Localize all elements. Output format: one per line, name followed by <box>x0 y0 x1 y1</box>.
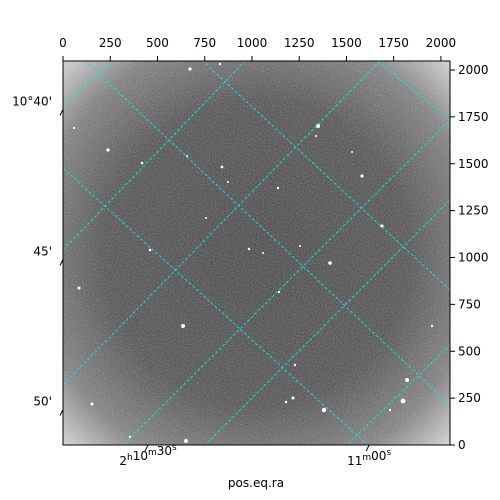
star-31 <box>72 126 76 130</box>
dec-axis: 10°40' 45' 50' <box>12 95 64 416</box>
image-panel <box>62 60 451 446</box>
right-tick-label-2: 500 <box>458 344 481 358</box>
star-13 <box>247 247 251 251</box>
top-tick-label-7: 1750 <box>378 36 409 50</box>
right-tick-label-1: 250 <box>458 391 481 405</box>
star-10 <box>205 217 207 219</box>
star-33 <box>351 151 353 153</box>
top-tick-label-5: 1250 <box>284 36 315 50</box>
star-15 <box>328 261 332 265</box>
star-28 <box>184 439 188 443</box>
top-tick-label-6: 1500 <box>331 36 362 50</box>
star-3 <box>106 148 110 152</box>
star-7 <box>186 155 188 157</box>
star-11 <box>380 224 384 228</box>
star-12 <box>148 248 152 252</box>
star-25 <box>90 402 94 406</box>
right-tick-label-3: 750 <box>458 297 481 311</box>
right-tick-label-7: 1750 <box>458 110 489 124</box>
ra-tick-label-1: 11m00s <box>347 448 391 468</box>
grid-line-9 <box>376 61 450 121</box>
star-6 <box>360 174 364 178</box>
dec-tick-2 <box>59 409 64 416</box>
star-8 <box>276 186 280 190</box>
star-26 <box>284 400 288 404</box>
dec-tick-label-2: 50' <box>33 395 52 409</box>
top-tick-label-8: 2000 <box>426 36 457 50</box>
right-tick-label-0: 0 <box>458 438 466 452</box>
top-axis: 0 250 500 750 1000 1250 1500 1750 2000 <box>59 36 456 61</box>
ra-tick-0 <box>144 444 149 452</box>
star-5 <box>220 165 224 169</box>
star-0 <box>188 67 192 71</box>
dec-tick-label-0: 10°40' <box>12 95 52 109</box>
ra-tick-1 <box>365 444 370 452</box>
right-axis: 0 250 500 750 1000 1250 1500 1750 2000 <box>450 63 489 452</box>
ra-axis: 2h10m30s 11m00s <box>119 443 391 468</box>
top-tick-label-0: 0 <box>59 36 67 50</box>
stars-layer <box>72 62 434 443</box>
star-19 <box>430 324 434 328</box>
image-noise <box>63 61 450 445</box>
star-20 <box>293 363 297 367</box>
star-4 <box>140 161 144 165</box>
grid-line-4 <box>204 199 450 445</box>
grid-line-5 <box>346 344 450 445</box>
star-14 <box>262 252 264 254</box>
right-tick-label-8: 2000 <box>458 63 489 77</box>
ra-tick-label-0: 2h10m30s <box>119 443 177 468</box>
right-tick-label-6: 1500 <box>458 157 489 171</box>
star-32 <box>299 245 301 247</box>
star-30 <box>315 135 317 137</box>
grid-line-3 <box>122 119 450 445</box>
right-tick-label-4: 1000 <box>458 251 489 265</box>
star-16 <box>77 286 81 290</box>
top-tick-label-4: 1000 <box>237 36 268 50</box>
plot-frame <box>62 60 451 446</box>
grid-line-0 <box>63 61 113 106</box>
grid-line-8 <box>201 61 450 291</box>
top-tick-label-3: 750 <box>193 36 216 50</box>
grid-line-2 <box>63 61 381 386</box>
star-27 <box>388 408 392 412</box>
star-18 <box>181 324 185 328</box>
dec-tick-label-1: 45' <box>33 245 52 259</box>
star-22 <box>400 398 406 404</box>
star-24 <box>321 407 327 413</box>
star-21 <box>405 378 409 382</box>
top-tick-label-1: 250 <box>99 36 122 50</box>
dec-tick-0 <box>59 109 64 116</box>
dec-tick-1 <box>59 259 64 266</box>
grid-line-7 <box>84 61 450 406</box>
star-1 <box>218 62 222 66</box>
star-2 <box>316 124 320 128</box>
coordinate-grid <box>63 61 450 445</box>
star-23 <box>291 396 295 400</box>
grid-line-6 <box>63 167 369 445</box>
top-tick-label-2: 500 <box>146 36 169 50</box>
star-17 <box>277 290 281 294</box>
grid-line-1 <box>63 61 246 251</box>
x-axis-title: pos.eq.ra <box>228 476 284 490</box>
star-9 <box>227 181 229 183</box>
right-tick-label-5: 1250 <box>458 204 489 218</box>
